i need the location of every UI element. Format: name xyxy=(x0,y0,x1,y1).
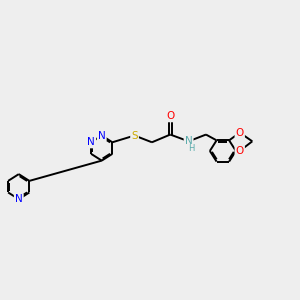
Text: O: O xyxy=(166,111,174,121)
Text: N: N xyxy=(87,137,95,147)
Text: N: N xyxy=(185,136,193,146)
Text: N: N xyxy=(15,194,22,204)
Text: S: S xyxy=(131,130,138,140)
Text: H: H xyxy=(189,144,195,153)
Text: O: O xyxy=(236,128,244,138)
Text: O: O xyxy=(236,146,244,156)
Text: N: N xyxy=(98,130,106,140)
